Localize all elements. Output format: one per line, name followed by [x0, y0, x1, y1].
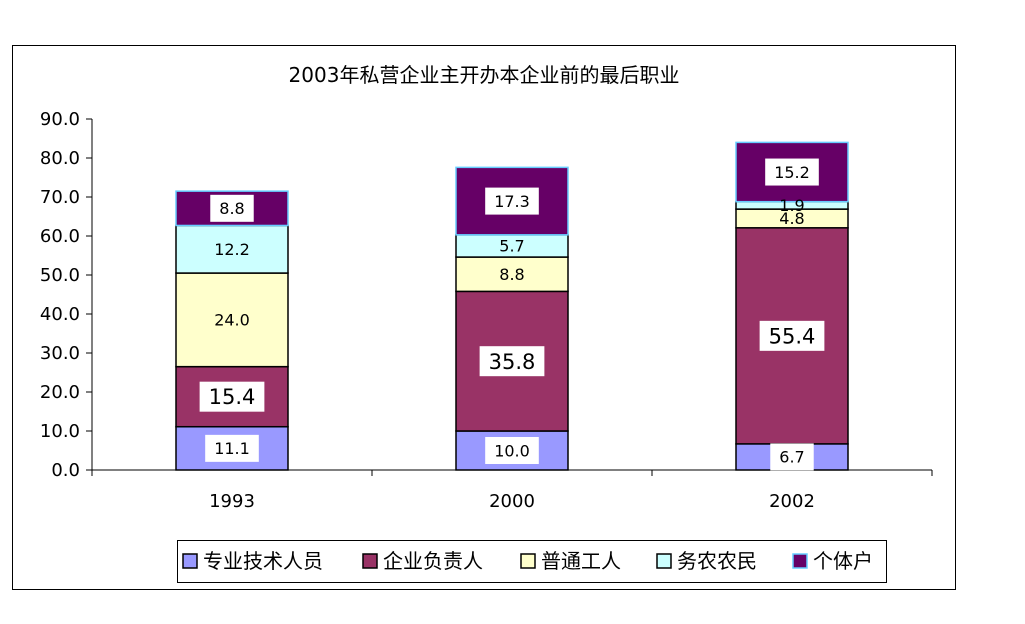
- data-label-box: [770, 443, 814, 471]
- data-label: 6.7: [770, 443, 814, 471]
- data-label-text: 15.2: [774, 163, 810, 182]
- data-label-box: [205, 434, 259, 462]
- data-label: 17.3: [485, 187, 539, 215]
- legend-swatch: [656, 553, 672, 569]
- legend-label: 普通工人: [541, 549, 621, 573]
- data-label: 10.0: [485, 437, 539, 464]
- legend: 专业技术人员 企业负责人 普通工人 务农农民 个体户: [177, 540, 887, 583]
- data-label-box: [210, 194, 254, 222]
- y-tick-label: 20.0: [40, 382, 80, 403]
- data-label: 1.9: [779, 196, 804, 215]
- x-tick-label: 1993: [209, 491, 255, 512]
- data-label-text: 10.0: [494, 441, 530, 460]
- data-label-text: 15.4: [209, 385, 256, 409]
- data-label: 15.4: [199, 381, 265, 412]
- data-label: 8.8: [499, 265, 524, 284]
- data-label-text: 6.7: [779, 448, 804, 467]
- bar-segment: [455, 256, 569, 293]
- data-label: 5.7: [499, 237, 524, 256]
- data-label-box: [765, 158, 819, 186]
- data-label-text: 8.8: [219, 199, 244, 218]
- data-label: 35.8: [479, 346, 545, 377]
- legend-item: 企业负责人: [362, 549, 483, 573]
- legend-swatch: [362, 553, 378, 569]
- y-tick-label: 50.0: [40, 265, 80, 286]
- x-tick-label: 2000: [489, 491, 535, 512]
- y-tick-label: 60.0: [40, 226, 80, 247]
- legend-label: 个体户: [813, 549, 873, 573]
- data-label: 8.8: [210, 194, 254, 222]
- legend-label: 专业技术人员: [203, 549, 323, 573]
- y-tick-label: 30.0: [40, 343, 80, 364]
- data-label: 4.8: [779, 209, 804, 228]
- data-label-box: [479, 346, 545, 377]
- data-label-box: [759, 320, 825, 351]
- data-label: 12.2: [214, 240, 250, 259]
- y-tick-label: 40.0: [40, 304, 80, 325]
- data-label-text: 17.3: [494, 192, 530, 211]
- data-label-text: 11.1: [214, 439, 250, 458]
- legend-item: 专业技术人员: [182, 549, 323, 573]
- chart-title: 2003年私营企业主开办本企业前的最后职业: [289, 63, 680, 87]
- bar-segment: [175, 272, 289, 368]
- data-label-text: 8.8: [499, 265, 524, 284]
- legend-item: 普通工人: [520, 549, 621, 573]
- data-label-text: 1.9: [779, 196, 804, 215]
- data-label: 24.0: [214, 311, 250, 330]
- x-tick-label: 2002: [769, 491, 815, 512]
- data-label-text: 5.7: [499, 237, 524, 256]
- legend-label: 企业负责人: [383, 549, 483, 573]
- y-tick-label: 0.0: [51, 460, 80, 481]
- legend-swatch: [792, 553, 808, 569]
- legend-swatch: [182, 553, 198, 569]
- data-label: 11.1: [205, 434, 259, 462]
- bar-segment: [175, 224, 289, 274]
- y-tick-label: 80.0: [40, 148, 80, 169]
- data-label-text: 55.4: [769, 324, 816, 348]
- data-label-text: 35.8: [489, 350, 536, 374]
- data-label-box: [485, 437, 539, 464]
- data-label: 15.2: [765, 158, 819, 186]
- data-label-box: [199, 381, 265, 412]
- data-label-text: 24.0: [214, 311, 250, 330]
- data-label-box: [485, 187, 539, 215]
- data-label: 55.4: [759, 320, 825, 351]
- legend-swatch: [520, 553, 536, 569]
- data-label-text: 4.8: [779, 209, 804, 228]
- legend-item: 个体户: [792, 549, 873, 573]
- legend-item: 务农农民: [656, 549, 757, 573]
- y-tick-label: 90.0: [40, 109, 80, 130]
- y-tick-label: 70.0: [40, 187, 80, 208]
- y-tick-label: 10.0: [40, 421, 80, 442]
- plot-area: 0.0 10.0 20.0 30.0 40.0 50.0 60.0 70.0 80.0 90.0 1…: [40, 109, 933, 512]
- data-label-text: 12.2: [214, 240, 250, 259]
- legend-label: 务农农民: [677, 549, 757, 573]
